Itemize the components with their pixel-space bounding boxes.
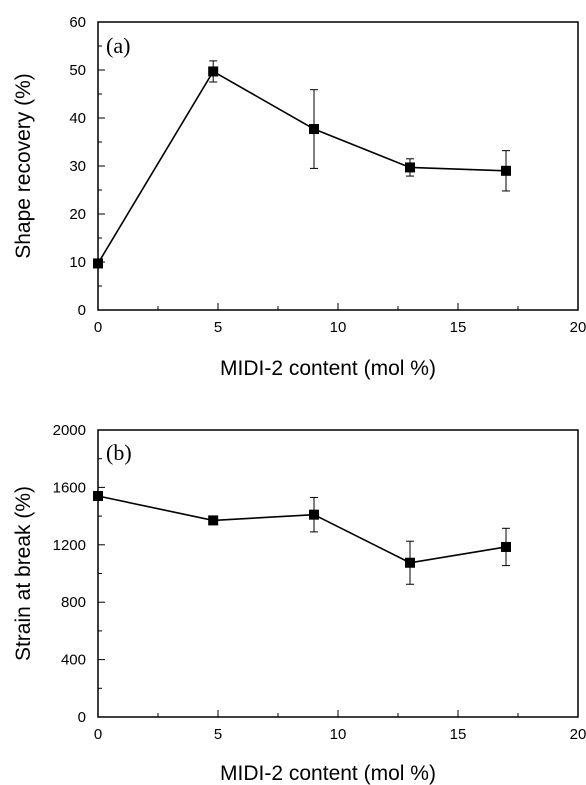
y-tick-label: 1600 <box>53 479 86 496</box>
y-tick-label: 20 <box>69 206 86 223</box>
y-tick-label: 30 <box>69 158 86 175</box>
y-tick-label: 10 <box>69 254 86 271</box>
y-tick-label: 800 <box>61 594 86 611</box>
x-tick-label: 0 <box>94 319 102 336</box>
series-line <box>97 495 507 564</box>
panel-label: (a) <box>106 33 130 58</box>
x-tick-label: 10 <box>330 726 347 743</box>
x-tick-label: 5 <box>214 319 222 336</box>
plot-frame <box>97 429 579 718</box>
data-point <box>309 124 319 135</box>
data-point <box>405 162 415 173</box>
x-tick-label: 10 <box>330 319 347 336</box>
y-axis-title: Shape recovery (%) <box>12 73 35 259</box>
x-tick-label: 15 <box>450 726 467 743</box>
x-tick-label: 0 <box>94 726 102 743</box>
y-tick-label: 60 <box>69 14 86 31</box>
x-tick-label: 20 <box>570 726 586 743</box>
x-tick-label: 5 <box>214 726 222 743</box>
chart-panel-a: 0 5 10 15 20 0 10 20 30 40 50 60 MIDI-2 content (mol… <box>12 14 586 380</box>
data-point <box>309 509 319 520</box>
x-axis-title: MIDI-2 content (mol %) <box>220 762 436 785</box>
y-tick-label: 2000 <box>53 422 86 439</box>
y-tick-label: 0 <box>78 302 86 319</box>
x-tick-label: 15 <box>450 319 467 336</box>
chart-panel-b: 0 5 10 15 20 0 400 800 1200 1600 2000 MIDI-2 conten… <box>12 422 586 785</box>
y-tick-label: 1200 <box>53 537 86 554</box>
y-axis-title: Strain at break (%) <box>12 486 35 661</box>
data-point <box>501 541 511 552</box>
series-line <box>97 70 507 264</box>
y-tick-label: 400 <box>61 652 86 669</box>
data-point <box>208 515 219 526</box>
data-point <box>501 165 511 176</box>
data-point <box>208 66 219 77</box>
data-point <box>405 557 415 568</box>
y-tick-label: 50 <box>69 62 86 79</box>
y-tick-label: 40 <box>69 110 86 127</box>
data-point <box>93 491 103 502</box>
data-point <box>93 258 103 269</box>
x-axis-title: MIDI-2 content (mol %) <box>220 357 436 380</box>
panel-label: (b) <box>106 440 132 465</box>
x-tick-label: 20 <box>570 319 586 336</box>
y-tick-label: 0 <box>78 709 86 726</box>
